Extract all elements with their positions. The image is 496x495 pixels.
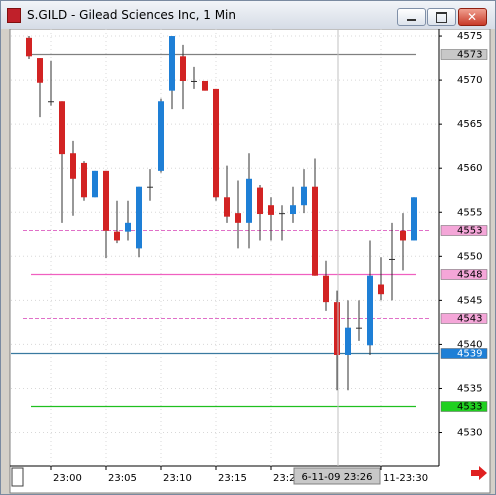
- candle-body: [48, 101, 54, 103]
- y-tick-label: 4535: [457, 383, 482, 394]
- app-icon: [7, 8, 21, 23]
- candle-body: [224, 197, 230, 217]
- candle-body: [213, 88, 219, 198]
- candle-body: [169, 36, 175, 91]
- chart: 4530 4535 4540 4545 4550 4555 4560 4565 4570 4575…: [9, 29, 491, 494]
- y-tick-label: 4575: [457, 31, 482, 42]
- x-tick-label: 23:05: [108, 473, 137, 484]
- candle-body: [279, 213, 285, 215]
- price-level-label: 4539: [457, 349, 482, 360]
- candle-body: [136, 186, 142, 249]
- candle-body: [389, 258, 395, 260]
- candle-body: [400, 230, 406, 241]
- candle-body: [37, 58, 43, 83]
- y-tick-label: 4530: [457, 428, 482, 439]
- candle-body: [114, 231, 120, 241]
- y-tick-label: 4540: [457, 339, 482, 350]
- candle-body: [103, 170, 109, 231]
- window-title: S.GILD - Gilead Sciences Inc, 1 Min: [27, 8, 236, 22]
- price-level-label: 4533: [457, 402, 482, 413]
- candle-body: [268, 205, 274, 215]
- price-level-label: 4543: [457, 314, 482, 325]
- crosshair-label: 6-11-09 23:26: [301, 472, 372, 483]
- x-tick-label: 11-23:30: [383, 473, 428, 484]
- scroll-thumb[interactable]: [11, 467, 24, 487]
- price-level-tag: [440, 269, 488, 280]
- title-bar: S.GILD - Gilead Sciences Inc, 1 Min ✕: [1, 1, 495, 29]
- y-tick-label: 4560: [457, 163, 482, 174]
- price-level-label: 4573: [457, 50, 482, 61]
- candle-body: [191, 80, 197, 82]
- y-tick-label: 4545: [457, 295, 482, 306]
- candle-body: [202, 80, 208, 91]
- candle-body: [367, 275, 373, 346]
- price-level-tag: [440, 49, 488, 60]
- candle-body: [125, 222, 131, 232]
- x-tick-label: 23:20: [273, 473, 302, 484]
- candle-body: [257, 187, 263, 215]
- candle-body: [158, 101, 164, 171]
- scroll-right-arrow[interactable]: [471, 466, 487, 480]
- candle-body: [26, 37, 32, 57]
- candle-body: [235, 213, 241, 223]
- y-tick-label: 4550: [457, 251, 482, 262]
- y-tick-label: 4555: [457, 207, 482, 218]
- candle-body: [246, 178, 252, 223]
- maximize-button[interactable]: [427, 8, 456, 26]
- candle-body: [312, 186, 318, 276]
- candle-body: [81, 162, 87, 198]
- chart-background: [9, 29, 491, 494]
- candle-body: [378, 284, 384, 295]
- crosshair-tag: [293, 467, 381, 485]
- candle-body: [92, 170, 98, 198]
- x-tick-label: 23:15: [218, 473, 247, 484]
- candle-body: [290, 205, 296, 215]
- candle-body: [147, 186, 153, 188]
- price-level-tag: [440, 313, 488, 324]
- price-level-label: 4553: [457, 226, 482, 237]
- candle-body: [345, 327, 351, 355]
- price-level-tag: [440, 225, 488, 236]
- candle-body: [70, 153, 76, 179]
- minimize-button[interactable]: [397, 8, 426, 26]
- x-tick-label: 23:00: [53, 473, 82, 484]
- x-tick-label: 23:10: [163, 473, 192, 484]
- candle-body: [180, 56, 186, 81]
- candle-body: [356, 327, 362, 329]
- candle-body: [59, 101, 65, 155]
- price-level-label: 4548: [457, 270, 482, 281]
- close-button[interactable]: ✕: [458, 8, 487, 26]
- price-level-tag: [440, 401, 488, 412]
- candle-body: [323, 275, 329, 303]
- candle-body: [334, 302, 340, 355]
- price-level-tag: [440, 348, 488, 359]
- y-tick-label: 4570: [457, 75, 482, 86]
- candle-body: [411, 197, 417, 241]
- y-tick-label: 4565: [457, 119, 482, 130]
- candle-body: [301, 186, 307, 206]
